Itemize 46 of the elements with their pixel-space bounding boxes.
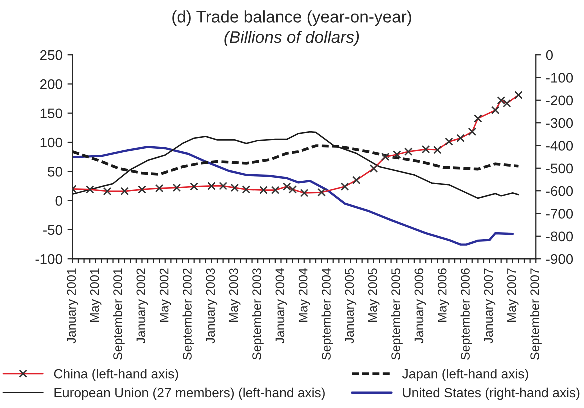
x-tick-label: September 2002 (182, 268, 194, 360)
legend-label: United States (right-hand axis) (403, 388, 580, 400)
y2-tick-label: -600 (546, 186, 574, 196)
x-tick-label: January 2006 (414, 268, 426, 344)
legend-label: Japan (left-hand axis) (402, 369, 528, 382)
x-tick-label: May 2007 (507, 268, 519, 322)
y-tick-label: 50 (48, 166, 62, 177)
x-tick-label: May 2004 (298, 268, 310, 322)
x-tick-label: September 2001 (113, 268, 125, 360)
x-tick-label: September 2003 (252, 268, 264, 360)
y-tick-label: 150 (40, 108, 62, 119)
y-tick-label: 100 (40, 138, 62, 148)
x-tick-label: September 2005 (391, 268, 403, 360)
y2-tick-label: -700 (546, 209, 574, 219)
line-series (72, 146, 514, 246)
x-tick-label: January 2002 (136, 268, 148, 344)
x-tick-label: September 2004 (322, 268, 334, 360)
x-tick-label: May 2001 (90, 268, 102, 322)
y-tick-label: -100 (36, 254, 62, 264)
y2-tick-label: -800 (546, 232, 574, 242)
chart-subtitle: (Billions of dollars) (224, 30, 360, 47)
chart-title: (d) Trade balance (year-on-year) (172, 10, 412, 26)
y2-tick-label: 0 (546, 50, 554, 60)
x-tick-label: September 2007 (530, 268, 542, 360)
x-tick-label: September 2006 (460, 268, 472, 360)
y2-tick-label: -400 (546, 141, 574, 151)
y2-tick-label: -900 (546, 254, 574, 264)
x-tick-label: January 2007 (484, 268, 496, 344)
x-tick-label: January 2005 (345, 268, 357, 344)
y2-tick-label: -500 (546, 164, 574, 174)
y-tick-label: 0 (56, 196, 62, 206)
legend-label: China (left-hand axis) (54, 369, 178, 382)
x-tick-label: May 2005 (368, 268, 380, 322)
x-tick-label: January 2003 (206, 268, 218, 344)
y-tick-label: -50 (44, 225, 62, 236)
x-tick-label: January 2001 (67, 268, 79, 344)
y-tick-label: 200 (40, 80, 62, 90)
y2-tick-label: -300 (546, 118, 574, 128)
x-tick-label: May 2006 (438, 268, 450, 322)
y2-tick-label: -100 (546, 73, 574, 83)
y-tick-label: 250 (40, 50, 62, 60)
legend-label: European Union (27 members) (left-hand axis) (54, 388, 325, 400)
x-tick-label: May 2002 (160, 268, 172, 322)
x-tick-label: May 2003 (229, 268, 241, 322)
y2-tick-label: -200 (546, 96, 574, 106)
x-tick-label: January 2004 (276, 268, 288, 344)
